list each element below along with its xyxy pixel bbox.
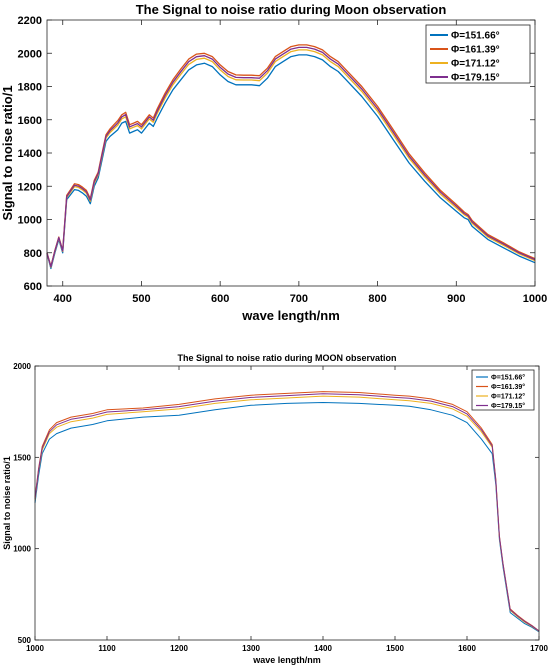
legend: Φ=151.66°Φ=161.39° Φ=171.12°Φ=179.15° (471, 369, 535, 411)
legend-entry-1: Φ=151.66° (451, 31, 500, 42)
y-tick-label: 1200 (18, 181, 42, 193)
legend-entry-3: Φ=171.12° (491, 393, 525, 401)
x-tick-label: 1500 (386, 644, 404, 653)
legend: Φ=151.66° Φ=161.39° Φ=171.12° Φ=179.15° (425, 24, 531, 84)
y-axis-label: Signal to noise ratio/1 (0, 85, 15, 220)
y-tick-label: 500 (18, 636, 32, 645)
chart-2: The Signal to noise ratio during MOON ob… (2, 353, 548, 665)
x-tick-label: 1000 (523, 293, 547, 305)
y-tick-label: 1400 (18, 148, 42, 160)
x-tick-label: 900 (447, 293, 465, 305)
x-axis-label: wave length/nm (241, 308, 340, 323)
x-tick-label: 1200 (170, 644, 188, 653)
x-axis-label: wave length/nm (252, 655, 321, 665)
plot-area (35, 366, 539, 640)
x-tick-label: 1300 (242, 644, 260, 653)
series-line-4 (46, 46, 536, 268)
y-tick-label: 2000 (13, 362, 31, 371)
x-tick-label: 1000 (26, 644, 44, 653)
x-tick-label: 400 (54, 293, 72, 305)
y-tick-label: 2200 (18, 15, 42, 27)
chart-title: The Signal to noise ratio during Moon ob… (136, 2, 447, 17)
x-tick-label: 1700 (530, 644, 548, 653)
y-tick-label: 800 (24, 248, 42, 260)
legend-entry-2: Φ=161.39° (491, 383, 525, 391)
x-tick-label: 600 (211, 293, 229, 305)
chart-1: The Signal to noise ratio during Moon ob… (0, 2, 547, 323)
legend-entry-1: Φ=151.66° (491, 374, 525, 382)
x-tick-label: 1600 (458, 644, 476, 653)
x-tick-label: 800 (368, 293, 386, 305)
axes-box (34, 365, 540, 641)
legend-entry-2: Φ=161.39° (451, 45, 500, 56)
y-tick-label: 1000 (18, 215, 42, 227)
x-tick-label: 500 (132, 293, 150, 305)
y-axis-label: Signal to noise ratio/1 (2, 456, 12, 550)
y-tick-label: 2000 (18, 48, 42, 60)
series-line-3 (46, 49, 536, 268)
legend-entry-3: Φ=171.12° (451, 59, 500, 70)
chart-title: The Signal to noise ratio during MOON ob… (177, 353, 396, 363)
x-tick-label: 1100 (98, 644, 116, 653)
y-tick-label: 1600 (18, 115, 42, 127)
legend-entry-4: Φ=179.15° (451, 73, 500, 84)
x-tick-label: 700 (290, 293, 308, 305)
series-line-4 (34, 393, 540, 632)
series-line-1 (46, 54, 536, 270)
legend-entry-4: Φ=179.15° (491, 402, 525, 410)
y-tick-label: 1500 (13, 453, 31, 462)
y-tick-label: 1000 (13, 545, 31, 554)
y-tick-label: 600 (24, 281, 42, 293)
y-tick-label: 1800 (18, 82, 42, 94)
x-tick-label: 1400 (314, 644, 332, 653)
